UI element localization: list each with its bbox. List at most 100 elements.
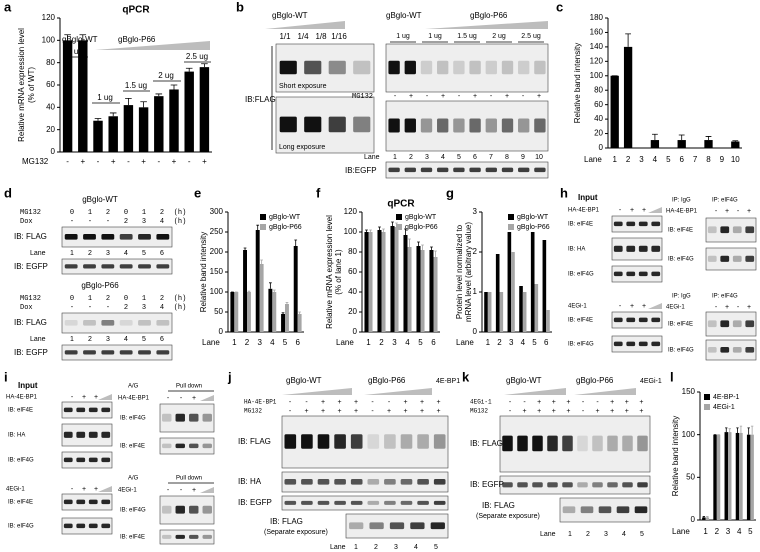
label: + [552, 399, 556, 406]
label: Lane [30, 336, 46, 343]
legend-swatch [396, 214, 402, 220]
band [353, 60, 371, 75]
label: 2 [160, 295, 164, 303]
band [284, 434, 297, 449]
band [175, 505, 185, 514]
error-bar [268, 282, 272, 289]
band [626, 317, 636, 323]
band [202, 443, 212, 449]
label: HA-4E-BP1 [244, 399, 277, 406]
label: + [387, 408, 391, 415]
blot [61, 517, 113, 535]
label: Lane [540, 531, 556, 538]
label: 2 [106, 295, 110, 303]
label: Pull down [176, 476, 202, 482]
band [433, 479, 446, 485]
error-bar [140, 101, 147, 108]
y-tick-label: 60 [348, 267, 357, 276]
band [328, 116, 346, 133]
blot [61, 423, 113, 447]
label: 6 [160, 336, 164, 343]
x-tick-label: 6 [679, 155, 684, 164]
legend-swatch [704, 404, 710, 410]
label: 1/16 [331, 32, 347, 41]
x-axis-label: MG132 [22, 157, 49, 166]
label: + [321, 399, 325, 406]
band [389, 522, 405, 530]
band [745, 226, 755, 234]
band [162, 534, 172, 539]
band [469, 60, 481, 75]
chart-title: qPCR [387, 199, 415, 210]
band [304, 116, 322, 133]
bar [138, 107, 149, 152]
band [334, 479, 346, 485]
error-bar [260, 259, 264, 264]
label: IP: IgG [672, 198, 691, 204]
bar [739, 432, 743, 520]
label: (Separate exposure) [264, 529, 328, 536]
y-tick-label: 0 [219, 327, 224, 336]
bar [297, 314, 302, 332]
label: - [458, 93, 461, 100]
error-bar [369, 229, 372, 232]
panel-letter: a [4, 0, 12, 14]
label: 1.5 ug [457, 33, 477, 40]
bar [377, 230, 382, 332]
band [367, 500, 380, 505]
wedge [265, 21, 345, 29]
label: 1/1 [279, 32, 291, 41]
error-bar [365, 229, 368, 232]
legend-swatch [396, 224, 402, 230]
label: + [354, 408, 358, 415]
label: + [304, 408, 308, 415]
label: IB: eIF4G [668, 348, 694, 354]
label: + [642, 303, 646, 310]
bar [530, 232, 535, 332]
y-tick-label: 100 [590, 71, 604, 80]
label: + [625, 399, 629, 406]
y-axis-label: Relative mRNA expression level [17, 28, 26, 142]
y-tick-label: 160 [590, 28, 604, 37]
label: - [70, 304, 74, 312]
bar [704, 140, 713, 148]
bar [368, 232, 373, 332]
bar [381, 232, 386, 332]
y-tick-label: 300 [210, 207, 224, 216]
label: - [426, 93, 429, 100]
band [388, 118, 400, 133]
y-tick-label: 2 [473, 247, 478, 256]
y-tick-label: 80 [46, 58, 55, 67]
y-tick-label: 60 [46, 80, 55, 89]
band [534, 118, 546, 133]
band [732, 347, 742, 353]
label: MG132 [20, 295, 41, 303]
x-tick-label: 2 [497, 338, 502, 347]
x-tick-label: 2 [715, 527, 720, 536]
label: IB: FLAG [14, 318, 47, 327]
label: 5 [142, 250, 146, 257]
band [745, 320, 755, 328]
label: IB: FLAG [270, 517, 303, 526]
band [707, 226, 717, 234]
label: + [192, 487, 196, 494]
label: + [725, 304, 729, 311]
band [430, 522, 445, 530]
band [651, 341, 661, 347]
error-bar [678, 134, 685, 141]
bar [610, 75, 619, 148]
error-bar [185, 67, 193, 72]
band [88, 407, 98, 413]
label: Pull down [176, 384, 202, 390]
label: + [639, 408, 643, 415]
label: (h) [174, 209, 187, 217]
label: - [509, 408, 512, 415]
blot [159, 403, 215, 433]
label: + [642, 207, 646, 214]
bar [746, 434, 751, 520]
label: IB: eIF4G [120, 416, 146, 422]
band [637, 435, 648, 452]
legend-swatch [704, 394, 710, 400]
x-tick-label: 5 [418, 338, 423, 347]
band [350, 479, 363, 485]
